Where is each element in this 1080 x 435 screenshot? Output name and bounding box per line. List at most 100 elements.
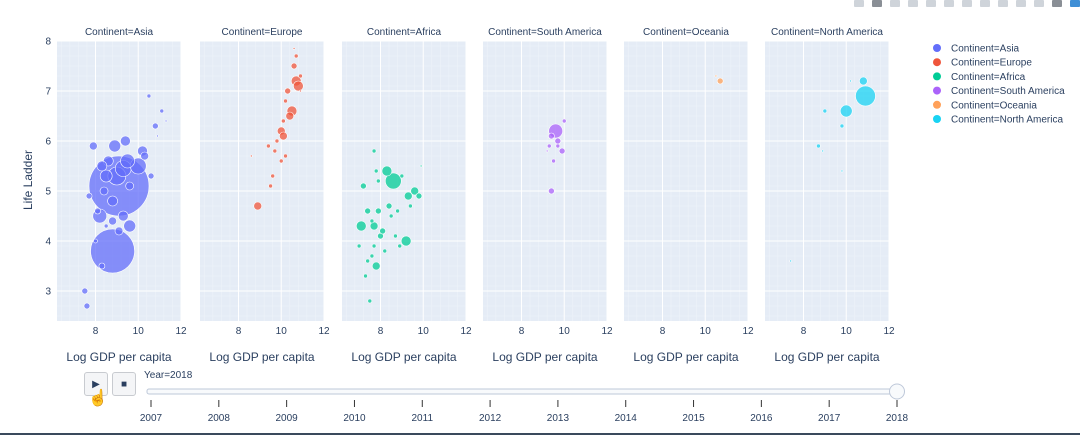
data-point[interactable] — [551, 158, 556, 164]
legend-item[interactable]: Continent=Oceania — [933, 100, 1037, 111]
data-point[interactable] — [253, 201, 263, 211]
zoom-out-icon[interactable] — [962, 0, 972, 7]
data-point[interactable] — [125, 181, 134, 191]
data-point[interactable] — [369, 218, 375, 224]
data-point[interactable] — [397, 243, 403, 249]
data-point[interactable] — [103, 223, 109, 229]
data-point[interactable] — [108, 216, 117, 226]
camera-icon[interactable] — [854, 0, 864, 7]
zoom-in-icon[interactable] — [944, 0, 954, 7]
data-point[interactable] — [859, 76, 868, 86]
data-point[interactable] — [93, 238, 98, 244]
data-point[interactable] — [272, 148, 278, 154]
stop-button[interactable]: ■ — [112, 372, 136, 396]
data-point[interactable] — [369, 221, 379, 231]
data-point[interactable] — [278, 158, 284, 164]
slider-year-label[interactable]: 2014 — [615, 413, 638, 424]
slider-year-label[interactable]: 2017 — [818, 413, 841, 424]
data-point[interactable] — [419, 164, 423, 168]
data-point[interactable] — [399, 173, 405, 179]
data-point[interactable] — [839, 104, 853, 118]
data-point[interactable] — [268, 183, 273, 189]
legend-item[interactable]: Continent=Asia — [933, 44, 1020, 55]
data-point[interactable] — [147, 172, 155, 180]
data-point[interactable] — [285, 111, 295, 121]
data-point[interactable] — [274, 138, 280, 144]
data-point[interactable] — [360, 182, 367, 190]
data-point[interactable] — [250, 154, 253, 158]
lasso-icon[interactable] — [926, 0, 936, 7]
data-point[interactable] — [290, 62, 298, 70]
data-point[interactable] — [375, 207, 382, 215]
data-point[interactable] — [356, 243, 362, 249]
slider-year-label[interactable]: 2012 — [479, 413, 502, 424]
data-point[interactable] — [388, 213, 394, 219]
data-point[interactable] — [555, 143, 561, 149]
legend-item[interactable]: Continent=South America — [933, 86, 1065, 97]
zoom-icon[interactable] — [872, 0, 882, 7]
data-point[interactable] — [385, 172, 402, 190]
data-point[interactable] — [376, 178, 381, 184]
data-point[interactable] — [298, 73, 303, 79]
data-point[interactable] — [393, 233, 398, 239]
legend-item[interactable]: Continent=Europe — [933, 58, 1032, 69]
data-point[interactable] — [266, 143, 271, 149]
slider-year-label[interactable]: 2008 — [208, 413, 231, 424]
hover-closest-icon[interactable] — [1034, 0, 1044, 7]
data-point[interactable] — [546, 143, 552, 149]
data-point[interactable] — [146, 93, 152, 99]
data-point[interactable] — [152, 122, 159, 130]
slider-year-label[interactable]: 2015 — [682, 413, 705, 424]
data-point[interactable] — [373, 168, 379, 174]
data-point[interactable] — [270, 173, 275, 179]
data-point[interactable] — [94, 207, 101, 215]
data-point[interactable] — [117, 210, 129, 222]
slider-year-label[interactable]: 2010 — [343, 413, 366, 424]
autoscale-icon[interactable] — [980, 0, 990, 7]
data-point[interactable] — [403, 191, 413, 201]
data-point[interactable] — [284, 87, 291, 95]
data-point[interactable] — [140, 151, 149, 161]
data-point[interactable] — [364, 207, 371, 215]
slider-year-label[interactable]: 2011 — [412, 413, 434, 424]
data-point[interactable] — [365, 258, 370, 264]
data-point[interactable] — [279, 131, 288, 141]
data-point[interactable] — [408, 203, 413, 209]
data-point[interactable] — [789, 259, 792, 263]
data-point[interactable] — [89, 141, 98, 151]
data-point[interactable] — [281, 118, 286, 124]
data-point[interactable] — [85, 192, 93, 200]
data-point[interactable] — [96, 160, 108, 172]
data-point[interactable] — [367, 298, 373, 304]
data-point[interactable] — [108, 139, 122, 153]
data-point[interactable] — [714, 74, 718, 78]
data-point[interactable] — [83, 302, 91, 310]
data-point[interactable] — [400, 235, 412, 247]
data-point[interactable] — [382, 248, 388, 254]
select-icon[interactable] — [908, 0, 918, 7]
data-point[interactable] — [114, 226, 124, 236]
data-point[interactable] — [371, 148, 377, 154]
data-point[interactable] — [363, 273, 368, 279]
data-point[interactable] — [548, 187, 555, 195]
data-point[interactable] — [369, 253, 375, 259]
plotly-logo-icon[interactable] — [1070, 0, 1080, 7]
slider-handle[interactable] — [889, 383, 905, 400]
slider-rail[interactable] — [146, 388, 902, 395]
data-point[interactable] — [99, 169, 113, 183]
data-point[interactable] — [840, 169, 844, 173]
data-point[interactable] — [855, 85, 876, 107]
legend-item[interactable]: Continent=North America — [933, 115, 1063, 126]
data-point[interactable] — [548, 132, 555, 140]
data-point[interactable] — [561, 118, 567, 124]
data-point[interactable] — [379, 227, 386, 235]
data-point[interactable] — [81, 287, 89, 295]
data-point[interactable] — [822, 108, 828, 114]
slider-year-label[interactable]: 2018 — [886, 413, 909, 424]
data-point[interactable] — [816, 143, 821, 149]
spike-icon[interactable] — [1016, 0, 1026, 7]
data-point[interactable] — [164, 119, 168, 123]
reset-icon[interactable] — [998, 0, 1008, 7]
data-point[interactable] — [120, 153, 135, 169]
data-point[interactable] — [293, 53, 299, 59]
